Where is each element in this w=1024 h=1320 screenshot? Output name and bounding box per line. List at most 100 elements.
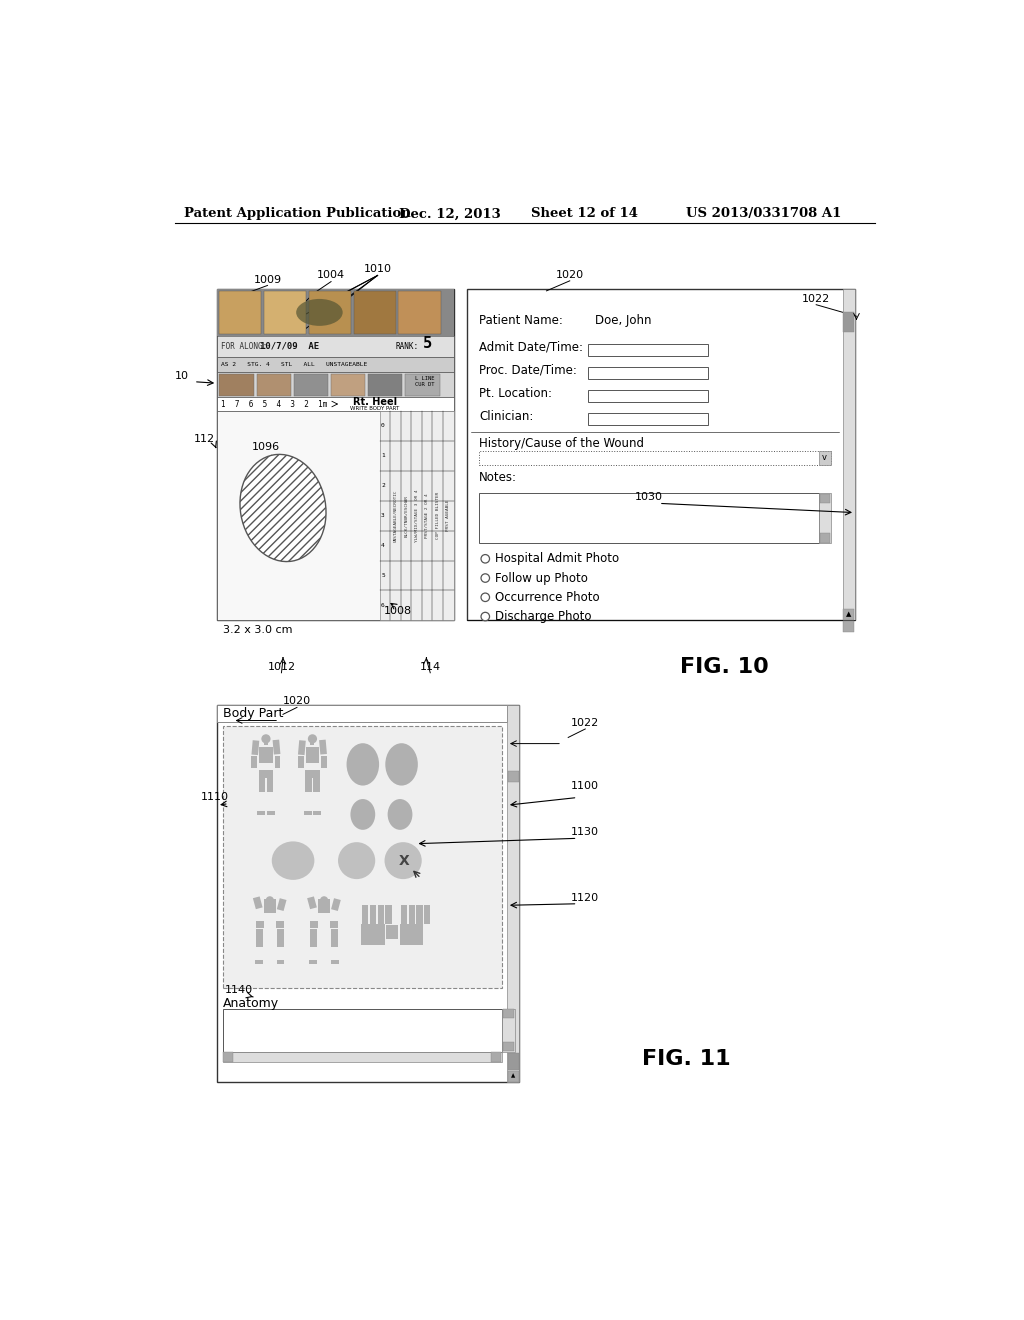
Text: 1012: 1012	[267, 661, 296, 672]
Text: 1140: 1140	[224, 985, 253, 995]
Bar	[217, 289, 454, 620]
Bar	[223, 1052, 503, 1063]
Bar	[508, 1053, 518, 1071]
Text: FIG. 11: FIG. 11	[642, 1049, 730, 1069]
Bar	[305, 771, 319, 777]
Bar	[264, 899, 275, 913]
Text: 5: 5	[381, 573, 385, 578]
Text: Dec. 12, 2013: Dec. 12, 2013	[399, 207, 501, 220]
Bar	[257, 810, 265, 814]
Ellipse shape	[271, 841, 314, 880]
Text: Pt. Location:: Pt. Location:	[479, 387, 552, 400]
Ellipse shape	[385, 743, 418, 785]
Bar	[362, 904, 369, 924]
Text: 10/7/09  AE: 10/7/09 AE	[260, 342, 318, 351]
Bar	[424, 904, 430, 924]
Bar	[276, 961, 285, 964]
Bar	[503, 1010, 515, 1052]
Bar	[217, 289, 454, 335]
Bar	[298, 756, 304, 768]
Bar	[276, 929, 284, 946]
Bar	[313, 810, 321, 814]
Text: 3.2 x 3.0 cm: 3.2 x 3.0 cm	[223, 624, 293, 635]
Bar	[305, 770, 311, 792]
Ellipse shape	[240, 454, 326, 561]
Text: Patent Application Publication: Patent Application Publication	[183, 207, 411, 220]
Bar	[264, 742, 268, 746]
Ellipse shape	[296, 298, 343, 326]
Bar	[479, 451, 830, 465]
Ellipse shape	[388, 799, 413, 830]
Text: Hospital Admit Photo: Hospital Admit Photo	[495, 552, 618, 565]
Text: 114: 114	[420, 661, 440, 672]
Text: 1: 1	[381, 453, 385, 458]
Bar	[330, 920, 338, 928]
Bar	[274, 756, 281, 768]
Bar	[380, 411, 454, 620]
Bar	[219, 374, 254, 396]
Text: FOR ALONG:: FOR ALONG:	[221, 342, 267, 351]
Circle shape	[481, 612, 489, 620]
Bar	[298, 741, 306, 755]
Text: Doe, John: Doe, John	[595, 314, 652, 326]
Bar	[820, 494, 830, 503]
Bar	[507, 705, 519, 1082]
Bar	[310, 920, 318, 928]
Text: Body Part: Body Part	[223, 708, 284, 721]
Bar	[266, 810, 274, 814]
Text: 1022: 1022	[571, 718, 599, 727]
Ellipse shape	[265, 896, 274, 904]
Text: Notes:: Notes:	[479, 471, 517, 484]
Bar	[406, 374, 439, 396]
Bar	[219, 290, 261, 334]
Text: 1130: 1130	[571, 828, 599, 837]
Bar	[331, 898, 341, 911]
Bar	[467, 289, 855, 620]
Text: Anatomy: Anatomy	[223, 997, 280, 1010]
Text: 1096: 1096	[252, 442, 280, 453]
Bar	[844, 609, 854, 619]
Bar	[310, 929, 317, 946]
Text: Admit Date/Time:: Admit Date/Time:	[479, 341, 583, 354]
Bar	[266, 770, 273, 792]
Bar	[257, 374, 291, 396]
Bar	[304, 810, 311, 814]
Text: 6: 6	[381, 603, 385, 609]
Text: X: X	[398, 854, 410, 867]
Text: 1100: 1100	[571, 781, 599, 791]
Circle shape	[481, 574, 489, 582]
Bar	[400, 924, 423, 945]
Text: 10: 10	[175, 371, 189, 380]
Bar	[223, 1010, 503, 1052]
Text: ▲: ▲	[511, 1073, 515, 1078]
Ellipse shape	[308, 734, 317, 743]
Text: FIG. 10: FIG. 10	[680, 656, 769, 677]
Text: WRITE BODY PART: WRITE BODY PART	[350, 407, 399, 411]
Bar	[318, 899, 330, 913]
Bar	[819, 451, 830, 465]
Bar	[223, 1052, 233, 1063]
Text: History/Cause of the Wound: History/Cause of the Wound	[479, 437, 644, 450]
Bar	[819, 494, 830, 544]
Bar	[820, 533, 830, 543]
Text: 1030: 1030	[635, 492, 663, 502]
Ellipse shape	[319, 896, 329, 904]
Text: 1120: 1120	[571, 892, 599, 903]
Text: 2: 2	[381, 483, 385, 488]
Bar	[217, 705, 507, 722]
Ellipse shape	[338, 842, 375, 879]
Text: 1022: 1022	[802, 293, 830, 304]
Bar	[275, 920, 284, 928]
Text: BLCK/TNBR/ESCHAR: BLCK/TNBR/ESCHAR	[404, 495, 409, 537]
Bar	[508, 1071, 518, 1081]
Bar	[370, 904, 376, 924]
Bar	[331, 961, 339, 964]
Bar	[503, 1010, 514, 1019]
Text: Clinician:: Clinician:	[479, 409, 534, 422]
Ellipse shape	[385, 842, 422, 879]
Text: 0: 0	[381, 424, 385, 429]
Text: 5: 5	[423, 335, 432, 351]
Bar	[588, 391, 708, 401]
Bar	[255, 961, 263, 964]
Text: 112: 112	[194, 434, 214, 445]
